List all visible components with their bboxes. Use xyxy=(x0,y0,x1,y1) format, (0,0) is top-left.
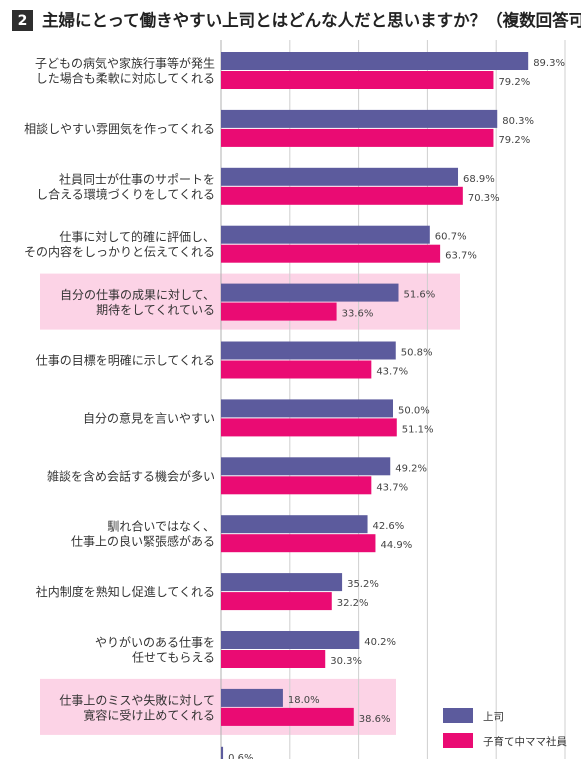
category-label-line: 任せてもらえる xyxy=(132,651,215,665)
bar-boss xyxy=(221,167,459,186)
bar-boss xyxy=(221,109,498,128)
labels-layer: 子どもの病気や家族行事等が発生した場合も柔軟に対応してくれる89.3%79.2%… xyxy=(24,56,568,759)
value-label-parent: 51.1% xyxy=(402,424,434,435)
value-label-boss: 89.3% xyxy=(533,58,565,69)
category-label-line: 仕事に対して的確に評価し、 xyxy=(59,229,215,244)
legend-swatch-boss xyxy=(443,708,473,723)
value-label-parent: 70.3% xyxy=(468,193,500,204)
value-label-boss: 50.8% xyxy=(401,348,433,359)
bar-parent xyxy=(221,302,337,321)
bar-boss xyxy=(221,399,393,418)
value-label-parent: 33.6% xyxy=(342,309,374,320)
bar-boss xyxy=(221,746,224,759)
bars-layer xyxy=(221,52,529,759)
bar-parent xyxy=(221,71,494,89)
bar-boss xyxy=(221,631,360,649)
category-label-line: 馴れ合いではなく、 xyxy=(107,519,215,534)
category-label-line: 自分の仕事の成果に対して、 xyxy=(60,288,215,302)
bar-parent xyxy=(221,707,354,726)
category-label: 馴れ合いではなく、仕事上の良い緊張感がある xyxy=(71,519,215,549)
value-label-parent: 30.3% xyxy=(330,656,362,667)
value-label-parent: 79.2% xyxy=(498,135,530,146)
category-label-line: その内容をしっかりと伝えてくれる xyxy=(24,244,215,259)
bar-parent xyxy=(221,476,372,495)
chart-title: 主婦にとって働きやすい上司とはどんな人だと思いますか？（複数回答可） xyxy=(42,11,581,30)
category-label: 相談しやすい雰囲気を作ってくれる xyxy=(24,121,215,136)
bar-boss xyxy=(221,688,283,707)
bar-parent xyxy=(221,534,376,553)
question-number-badge: 2 xyxy=(12,10,33,31)
bar-parent xyxy=(221,244,441,263)
category-label-line: やりがいのある仕事を xyxy=(95,635,215,650)
category-label: 仕事の目標を明確に示してくれる xyxy=(36,353,215,368)
bar-parent xyxy=(221,128,494,147)
bar-boss xyxy=(221,457,391,476)
category-label: 仕事上のミスや失敗に対して寛容に受け止めてくれる xyxy=(59,692,215,722)
category-label-line: 相談しやすい雰囲気を作ってくれる xyxy=(24,121,215,136)
category-label-line: 期待をしてくれている xyxy=(96,303,215,317)
legend-label-parent: 子育て中ママ社員 xyxy=(483,735,567,748)
category-label-line: 寛容に受け止めてくれる xyxy=(83,707,215,722)
category-label: 社内制度を熟知し促進してくれる xyxy=(36,584,215,599)
category-label: 自分の意見を言いやすい xyxy=(83,410,215,425)
bar-boss xyxy=(221,573,343,592)
legend-swatch-parent xyxy=(443,733,473,748)
category-label: 社員同士が仕事のサポートをし合える環境づくりをしてくれる xyxy=(36,171,215,201)
value-label-boss: 42.6% xyxy=(373,521,405,532)
value-label-parent: 63.7% xyxy=(445,251,477,262)
value-label-boss: 80.3% xyxy=(502,116,534,127)
category-label: 雑談を含め会話する機会が多い xyxy=(47,468,215,483)
category-label-line: 仕事の目標を明確に示してくれる xyxy=(36,353,215,368)
category-label: 自分の仕事の成果に対して、期待をしてくれている xyxy=(60,288,215,317)
category-label-line: 子どもの病気や家族行事等が発生 xyxy=(35,56,215,71)
category-label: 仕事に対して的確に評価し、その内容をしっかりと伝えてくれる xyxy=(24,229,215,259)
category-label-line: 自分の意見を言いやすい xyxy=(83,410,215,425)
bar-boss xyxy=(221,52,529,70)
value-label-boss: 18.0% xyxy=(288,695,320,706)
value-label-parent: 43.7% xyxy=(376,482,408,493)
category-label-line: 仕事上のミスや失敗に対して xyxy=(59,692,215,707)
bar-parent xyxy=(221,592,332,611)
category-label-line: した場合も柔軟に対応してくれる xyxy=(36,71,215,86)
value-label-boss: 0.6% xyxy=(228,753,253,759)
bar-boss xyxy=(221,515,368,534)
value-label-boss: 40.2% xyxy=(364,637,396,648)
category-label: 子どもの病気や家族行事等が発生した場合も柔軟に対応してくれる xyxy=(35,56,215,86)
value-label-boss: 51.6% xyxy=(404,290,436,301)
bar-parent xyxy=(221,360,372,379)
category-label-line: 仕事上の良い緊張感がある xyxy=(71,534,215,549)
value-label-boss: 50.0% xyxy=(398,405,430,416)
value-label-boss: 68.9% xyxy=(463,174,495,185)
value-label-parent: 43.7% xyxy=(376,367,408,378)
value-label-parent: 44.9% xyxy=(380,540,412,551)
value-label-parent: 79.2% xyxy=(498,77,530,88)
category-label-line: 雑談を含め会話する機会が多い xyxy=(47,468,215,483)
category-label: やりがいのある仕事を任せてもらえる xyxy=(95,635,215,665)
legend-label-boss: 上司 xyxy=(483,711,504,723)
category-label-line: 社内制度を熟知し促進してくれる xyxy=(36,584,215,599)
bar-parent xyxy=(221,650,326,668)
bar-boss xyxy=(221,341,396,360)
bar-boss xyxy=(221,225,430,244)
value-label-boss: 60.7% xyxy=(435,232,467,243)
value-label-boss: 49.2% xyxy=(395,463,427,474)
bar-parent xyxy=(221,186,463,205)
value-label-parent: 32.2% xyxy=(337,598,369,609)
value-label-boss: 35.2% xyxy=(347,579,379,590)
bar-boss xyxy=(221,283,399,302)
category-label-line: し合える環境づくりをしてくれる xyxy=(36,186,215,201)
category-label-line: 社員同士が仕事のサポートを xyxy=(59,171,215,186)
bar-parent xyxy=(221,418,397,437)
value-label-parent: 38.6% xyxy=(359,714,391,725)
